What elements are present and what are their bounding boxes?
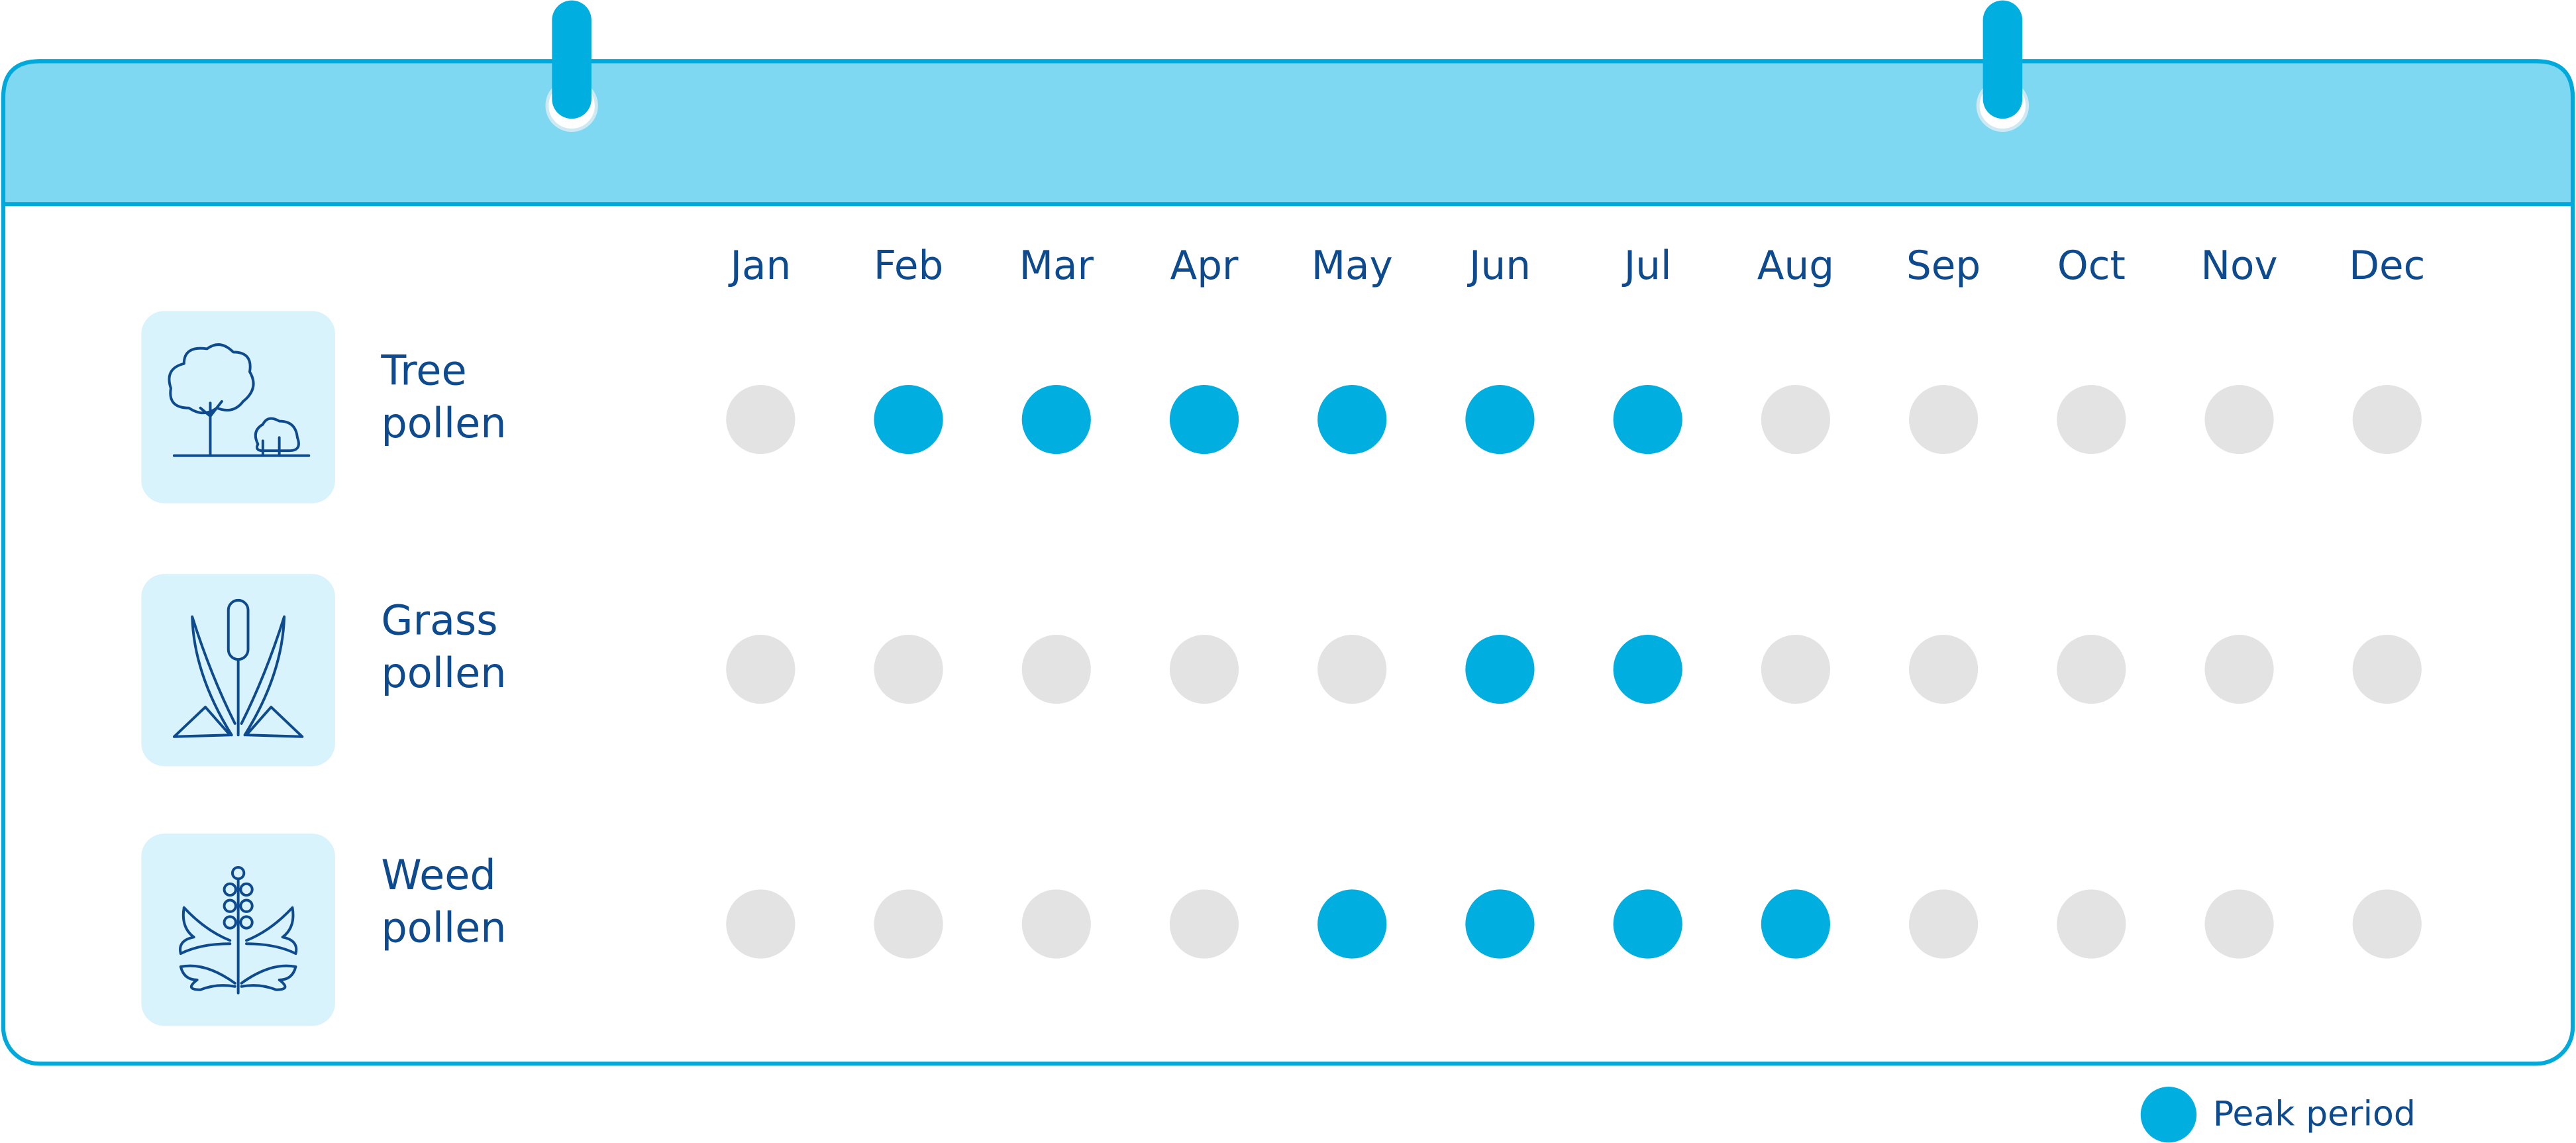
- month-label: May: [1312, 243, 1393, 289]
- ring-left: [545, 0, 598, 133]
- off-dot: [1909, 889, 1979, 959]
- month-label: Jul: [1622, 243, 1672, 289]
- peak-dot: [1465, 889, 1535, 959]
- month-label: Apr: [1170, 243, 1239, 289]
- month-label: Jun: [1467, 243, 1531, 289]
- off-dot: [1169, 634, 1239, 704]
- off-dot: [726, 889, 796, 959]
- row-label: Weed: [381, 851, 495, 899]
- peak-dot: [1761, 889, 1830, 959]
- month-label: Jan: [727, 243, 791, 289]
- legend-label: Peak period: [2213, 1095, 2416, 1134]
- off-dot: [1317, 634, 1387, 704]
- row-label: pollen: [381, 904, 506, 952]
- off-dot: [1021, 889, 1091, 959]
- off-dot: [726, 384, 796, 455]
- peak-dot: [1465, 384, 1535, 455]
- peak-dot: [1613, 889, 1682, 959]
- peak-dot: [1021, 384, 1091, 455]
- calendar-header: [1, 59, 2575, 207]
- tree-icon: [141, 311, 335, 504]
- row-label: Grass: [381, 596, 497, 645]
- off-dot: [1909, 634, 1979, 704]
- legend-marker: [2140, 1087, 2197, 1143]
- off-dot: [2204, 889, 2274, 959]
- peak-dot: [874, 384, 943, 455]
- off-dot: [2057, 889, 2126, 959]
- off-dot: [874, 634, 943, 704]
- row-label: pollen: [381, 399, 506, 447]
- off-dot: [1761, 634, 1830, 704]
- month-label: Sep: [1906, 243, 1981, 289]
- off-dot: [1021, 634, 1091, 704]
- off-dot: [874, 889, 943, 959]
- off-dot: [2057, 384, 2126, 455]
- off-dot: [1169, 889, 1239, 959]
- off-dot: [2204, 634, 2274, 704]
- peak-dot: [1613, 634, 1682, 704]
- peak-dot: [1465, 634, 1535, 704]
- peak-dot: [1613, 384, 1682, 455]
- off-dot: [2352, 889, 2422, 959]
- month-label: Dec: [2349, 243, 2425, 289]
- off-dot: [2352, 384, 2422, 455]
- off-dot: [2204, 384, 2274, 455]
- peak-dot: [1317, 889, 1387, 959]
- month-label: Aug: [1757, 243, 1834, 289]
- off-dot: [2057, 634, 2126, 704]
- off-dot: [1909, 384, 1979, 455]
- ring-right: [1976, 0, 2030, 133]
- month-label: Mar: [1019, 243, 1094, 289]
- grass-icon: [141, 574, 335, 767]
- row-label: pollen: [381, 649, 506, 697]
- month-label: Feb: [874, 243, 943, 289]
- month-label: Nov: [2200, 243, 2277, 289]
- row-label: Tree: [380, 347, 466, 395]
- off-dot: [1761, 384, 1830, 455]
- off-dot: [2352, 634, 2422, 704]
- weed-icon: [141, 834, 335, 1026]
- peak-dot: [1317, 384, 1387, 455]
- month-label: Oct: [2057, 243, 2126, 289]
- peak-dot: [1169, 384, 1239, 455]
- off-dot: [726, 634, 796, 704]
